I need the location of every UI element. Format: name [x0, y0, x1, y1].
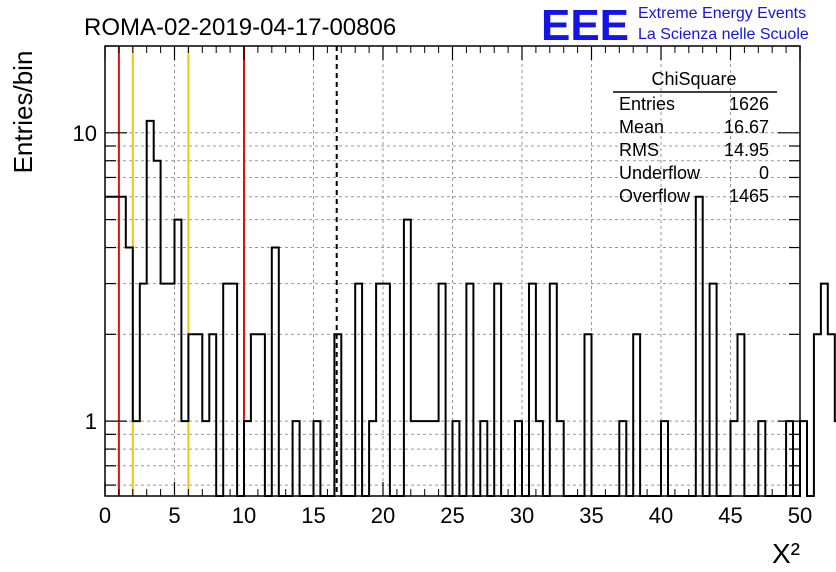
- stats-title: ChiSquare: [651, 69, 736, 89]
- stat-value: 0: [759, 163, 769, 183]
- stat-value: 1626: [729, 94, 769, 114]
- stat-label: Underflow: [619, 163, 701, 183]
- logo-line-2: La Scienza nelle Scuole: [638, 26, 809, 43]
- x-axis-label: X²: [772, 538, 800, 569]
- axis-ticks: [104, 45, 801, 496]
- histogram-series: [105, 119, 836, 497]
- x-tick-label: 0: [99, 503, 111, 528]
- x-tick-label: 25: [440, 503, 464, 528]
- logo-mark: EEE: [541, 1, 629, 50]
- reference-lines: [117, 46, 338, 496]
- x-tick-label: 20: [371, 503, 395, 528]
- y-tick-label: 10: [73, 121, 97, 146]
- stat-label: Mean: [619, 117, 664, 137]
- x-tick-label: 40: [649, 503, 673, 528]
- x-tick-label: 10: [232, 503, 256, 528]
- y-tick-label: 1: [85, 409, 97, 434]
- x-tick-label: 30: [510, 503, 534, 528]
- x-tick-label: 5: [168, 503, 180, 528]
- x-tick-label: 50: [788, 503, 812, 528]
- x-tick-label: 45: [718, 503, 742, 528]
- x-tick-label: 15: [301, 503, 325, 528]
- y-axis-label: Entries/bin: [8, 51, 38, 174]
- logo-line-1: Extreme Energy Events: [638, 5, 806, 22]
- eee-logo: EEE Extreme Energy Events La Scienza nel…: [541, 1, 809, 50]
- stat-value: 14.95: [724, 140, 769, 160]
- tick-labels: 0 5 10 15 20 25 30 35 40 45 50 1 10: [73, 121, 813, 528]
- stat-label: Overflow: [619, 186, 691, 206]
- stat-label: Entries: [619, 94, 675, 114]
- x-tick-label: 35: [579, 503, 603, 528]
- stat-value: 16.67: [724, 117, 769, 137]
- run-title: ROMA-02-2019-04-17-00806: [84, 14, 396, 41]
- stat-value: 1465: [729, 186, 769, 206]
- stats-box: ChiSquare Entries 1626 Mean 16.67 RMS 14.95 Un…: [613, 69, 777, 206]
- stat-label: RMS: [619, 140, 659, 160]
